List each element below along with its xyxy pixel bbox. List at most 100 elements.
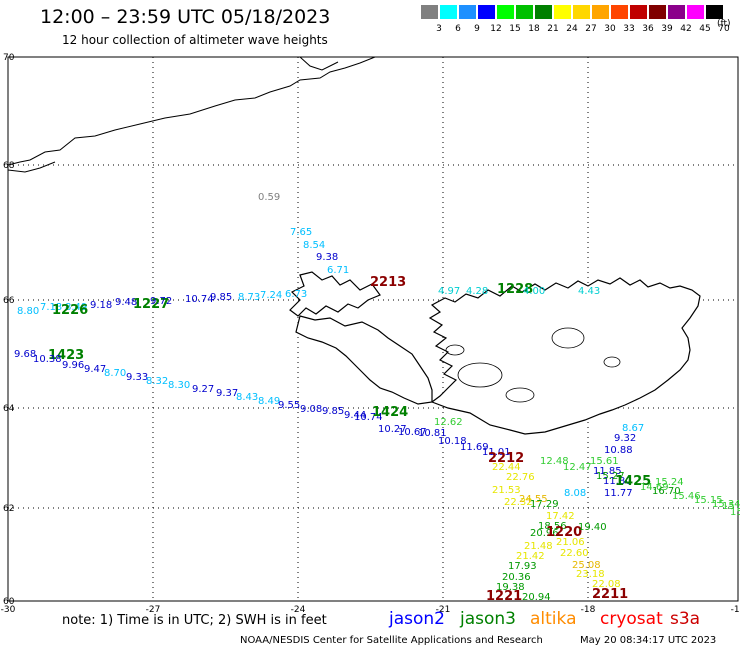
wave-height-label: 9.85 [210,292,232,303]
longitude-label: -24 [291,605,306,615]
wave-height-label: 22.76 [506,472,535,483]
pass-time-label: 2212 [488,451,524,466]
wave-height-label: 16.70 [652,486,681,497]
legend-label: 33 [623,24,635,34]
wave-height-label: 20.36 [502,572,531,583]
legend-swatch [497,5,514,19]
legend-label: 30 [604,24,616,34]
wave-height-label: 21.06 [556,537,585,548]
map-subtitle: 12 hour collection of altimeter wave hei… [62,33,328,47]
legend-swatch [440,5,457,19]
iceland-landmass [289,271,701,435]
wave-height-label: 10.74 [354,412,383,423]
footer-note: note: 1) Time is in UTC; 2) SWH is in fe… [62,613,327,628]
wave-height-label: 6.73 [285,289,307,300]
wave-height-label: 19.38 [496,582,525,593]
wave-height-label: 9.37 [216,388,238,399]
wave-height-label: 8.80 [17,306,39,317]
wave-height-label: 4.28 [466,286,488,297]
wave-height-label: 9.08 [300,404,322,415]
wave-height-label: 6.71 [327,265,349,276]
wave-height-label: 8.70 [104,368,126,379]
wave-height-label: 9.96 [62,360,84,371]
longitude-label: -27 [146,605,161,615]
wave-height-label: 11.77 [604,488,633,499]
legend-swatch [535,5,552,19]
legend-label: 45 [699,24,711,34]
axis-labels: -30 -27 -24 -21 -18 -15 70 68 66 64 62 60 [1,53,740,615]
wave-height-label: 21.48 [524,541,553,552]
wave-height-label: 11.69 [460,442,489,453]
wave-height-label: 9.72 [150,296,172,307]
pass-time-label: 2213 [370,275,406,290]
latitude-label: 62 [3,504,14,514]
wave-height-label: 8.67 [622,423,644,434]
wave-height-label: 10.81 [418,428,447,439]
generation-timestamp: May 20 08:34:17 UTC 2023 [580,635,717,646]
pass-time-label: 1424 [372,405,408,420]
legend-label: 24 [566,24,578,34]
wave-height-label: 9.33 [126,372,148,383]
wave-height-label: 8.73 [238,292,260,303]
legend-label: 39 [661,24,673,34]
latitude-label: 64 [3,404,15,414]
wave-height-label: 15.34 [712,499,740,510]
satellite-s3a: s3a [670,609,701,629]
icecap-outlines [445,327,621,403]
legend-swatch [459,5,476,19]
wave-height-label: 8.49 [65,302,87,313]
wave-height-label: 17.42 [546,511,575,522]
longitude-label: -21 [436,605,451,615]
legend-label: 9 [474,24,480,34]
legend-swatch [649,5,666,19]
wave-height-label: 19.40 [578,522,607,533]
legend-swatch [706,5,723,19]
wave-height-label: 20.94 [522,592,551,603]
wave-height-label: 15.61 [590,456,619,467]
wave-height-label: 15.15 [694,495,723,506]
observation-labels: 0.59 7.65 8.549.38 6.71 2213 4.97 4.28 12284.00… [14,192,740,604]
pass-time-label: 1220 [546,525,582,540]
pass-time-label: 1221 [486,589,522,604]
wave-height-label: 22.44 [492,462,521,473]
wave-height-label: 23.18 [576,569,605,580]
latitude-label: 60 [3,597,15,607]
wave-height-label: 14.69 [640,482,669,493]
wave-height-label: 9.68 [14,349,36,360]
wave-height-label: 18.56 [538,521,567,532]
legend-swatch [478,5,495,19]
wave-height-label: 7.24 [260,290,282,301]
wave-height-label: 21.53 [492,485,521,496]
legend-label: 3 [436,24,442,34]
legend-swatch [611,5,628,19]
legend-swatch [630,5,647,19]
pass-time-label: 1228 [497,282,533,297]
legend-swatch [554,5,571,19]
wave-height-label: 20.96 [530,528,559,539]
legend-swatch [516,5,533,19]
longitude-label: -15 [731,605,740,615]
wave-height-label: 9.48 [115,297,137,308]
wave-height-label: 4.00 [523,286,545,297]
legend-label: 18 [528,24,540,34]
legend-label: 15 [509,24,521,34]
legend-swatch [687,5,704,19]
wave-height-label: 24.55 [519,494,548,505]
wave-height-label: 9.27 [192,384,214,395]
wave-height-label: 8.30 [168,380,190,391]
wave-height-label: 8.32 [146,376,168,387]
wave-height-label: 9.38 [316,252,338,263]
wave-height-label: 15 [722,501,735,512]
wave-height-label: 10.88 [604,445,633,456]
wave-height-label: 10.27 [378,424,407,435]
wave-height-label: 0.59 [258,192,280,203]
legend-label: 21 [547,24,559,34]
wave-height-label: 12.48 [540,456,569,467]
latitude-label: 66 [3,296,15,306]
legend-label: 42 [680,24,692,34]
wave-height-label: 17.93 [508,561,537,572]
wave-height-label: 9.44 [344,410,366,421]
pass-time-label: 1425 [615,474,651,489]
longitude-label: -30 [1,605,16,615]
